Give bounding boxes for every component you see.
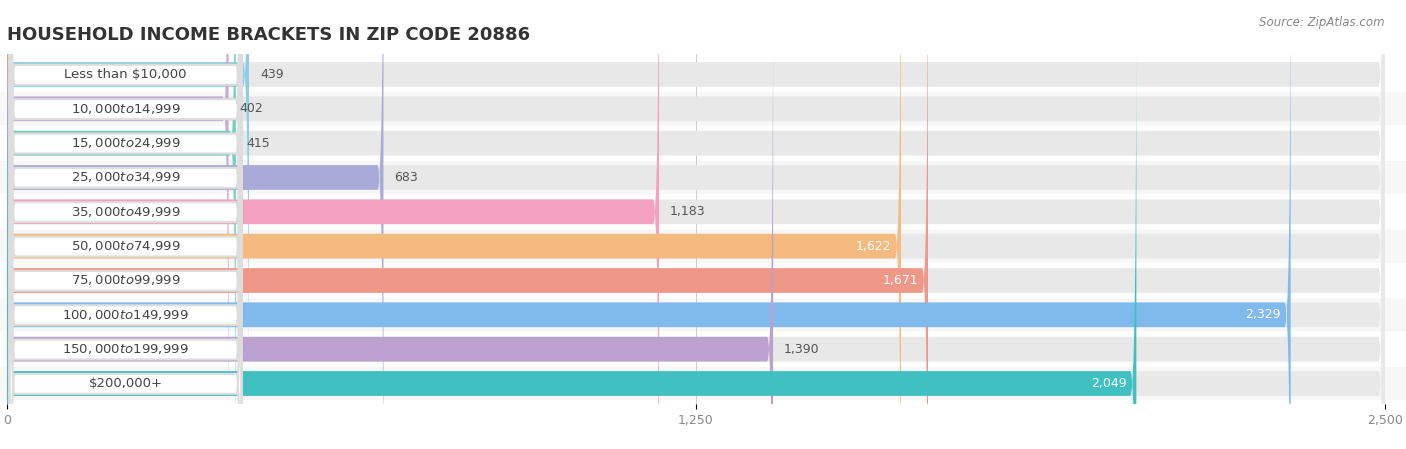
FancyBboxPatch shape (10, 0, 242, 449)
FancyBboxPatch shape (7, 18, 1136, 449)
FancyBboxPatch shape (0, 230, 1406, 263)
FancyBboxPatch shape (7, 0, 928, 449)
FancyBboxPatch shape (7, 0, 1385, 449)
FancyBboxPatch shape (0, 333, 1406, 365)
FancyBboxPatch shape (7, 0, 1385, 449)
Text: $50,000 to $74,999: $50,000 to $74,999 (70, 239, 180, 253)
FancyBboxPatch shape (10, 0, 242, 374)
Text: 1,390: 1,390 (785, 343, 820, 356)
Text: 402: 402 (239, 102, 263, 115)
Text: 683: 683 (395, 171, 418, 184)
Text: HOUSEHOLD INCOME BRACKETS IN ZIP CODE 20886: HOUSEHOLD INCOME BRACKETS IN ZIP CODE 20… (7, 26, 530, 44)
FancyBboxPatch shape (7, 0, 1385, 449)
FancyBboxPatch shape (0, 195, 1406, 228)
Text: $15,000 to $24,999: $15,000 to $24,999 (70, 136, 180, 150)
Text: 2,329: 2,329 (1246, 308, 1281, 321)
FancyBboxPatch shape (10, 0, 242, 449)
FancyBboxPatch shape (10, 0, 242, 408)
FancyBboxPatch shape (7, 0, 236, 449)
FancyBboxPatch shape (10, 50, 242, 449)
Text: $25,000 to $34,999: $25,000 to $34,999 (70, 171, 180, 185)
Text: 439: 439 (260, 68, 284, 81)
Text: 1,671: 1,671 (883, 274, 918, 287)
Text: 1,183: 1,183 (671, 205, 706, 218)
Text: $100,000 to $149,999: $100,000 to $149,999 (62, 308, 188, 322)
Text: $200,000+: $200,000+ (89, 377, 163, 390)
FancyBboxPatch shape (7, 0, 659, 449)
FancyBboxPatch shape (0, 367, 1406, 400)
FancyBboxPatch shape (0, 264, 1406, 297)
Text: 2,049: 2,049 (1091, 377, 1126, 390)
Text: $150,000 to $199,999: $150,000 to $199,999 (62, 342, 188, 356)
FancyBboxPatch shape (7, 0, 1385, 449)
FancyBboxPatch shape (10, 0, 242, 443)
FancyBboxPatch shape (7, 0, 1385, 449)
Text: 415: 415 (247, 136, 270, 150)
FancyBboxPatch shape (0, 298, 1406, 331)
Text: Less than $10,000: Less than $10,000 (65, 68, 187, 81)
FancyBboxPatch shape (10, 16, 242, 449)
Text: $35,000 to $49,999: $35,000 to $49,999 (70, 205, 180, 219)
FancyBboxPatch shape (7, 0, 229, 449)
FancyBboxPatch shape (7, 0, 1385, 449)
FancyBboxPatch shape (0, 127, 1406, 160)
Text: $10,000 to $14,999: $10,000 to $14,999 (70, 102, 180, 116)
Text: 1,622: 1,622 (856, 240, 891, 253)
FancyBboxPatch shape (7, 0, 1385, 449)
FancyBboxPatch shape (7, 0, 1291, 449)
FancyBboxPatch shape (7, 0, 773, 449)
FancyBboxPatch shape (7, 0, 1385, 449)
FancyBboxPatch shape (7, 0, 901, 449)
FancyBboxPatch shape (10, 85, 242, 449)
FancyBboxPatch shape (7, 0, 1385, 449)
FancyBboxPatch shape (0, 58, 1406, 91)
Text: $75,000 to $99,999: $75,000 to $99,999 (70, 273, 180, 287)
FancyBboxPatch shape (0, 161, 1406, 194)
FancyBboxPatch shape (7, 0, 384, 449)
FancyBboxPatch shape (10, 0, 242, 449)
Text: Source: ZipAtlas.com: Source: ZipAtlas.com (1260, 16, 1385, 29)
FancyBboxPatch shape (10, 0, 242, 449)
FancyBboxPatch shape (7, 0, 249, 440)
FancyBboxPatch shape (7, 0, 1385, 449)
FancyBboxPatch shape (0, 92, 1406, 125)
